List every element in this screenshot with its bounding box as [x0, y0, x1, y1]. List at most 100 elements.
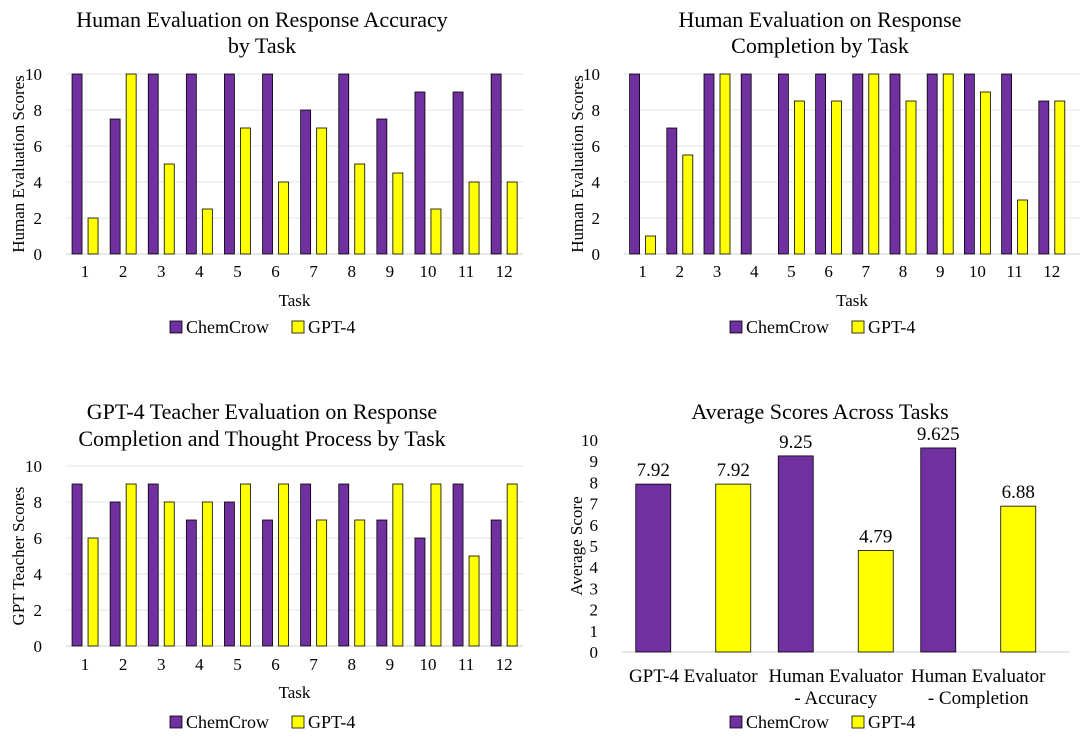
x-tick-label: 8 [899, 262, 908, 281]
y-tick-label: 5 [590, 537, 599, 556]
y-tick-label: 8 [590, 473, 599, 492]
x-tick-label: 9 [386, 262, 395, 281]
x-axis-label: Task [836, 291, 868, 310]
bar-chemcrow [490, 73, 502, 255]
bar-chemcrow [889, 73, 901, 255]
bar-gpt-4 [1000, 505, 1037, 653]
y-tick-label: 10 [25, 65, 42, 84]
bar-gpt-4 [506, 483, 518, 647]
bar-gpt-4 [240, 483, 251, 647]
legend-label: ChemCrow [186, 712, 269, 732]
bar-gpt-4 [868, 73, 880, 255]
x-tick-label: 7 [309, 262, 318, 281]
y-tick-label: 8 [592, 101, 601, 120]
legend-swatch [729, 320, 743, 334]
bar-gpt-4 [87, 537, 99, 647]
bar-gpt-4 [682, 154, 694, 255]
y-tick-label: 0 [590, 643, 599, 662]
y-tick-label: 2 [34, 209, 43, 228]
data-label: 7.92 [637, 460, 670, 481]
x-tick-label: 12 [1043, 262, 1060, 281]
x-tick-label: 1 [81, 655, 90, 674]
y-axis-label: Average Score [567, 496, 586, 595]
bar-gpt-4 [354, 163, 366, 255]
x-tick-label: - Completion [928, 688, 1029, 709]
x-tick-label: 2 [119, 655, 128, 674]
bar-chemcrow [338, 73, 350, 255]
x-tick-label: 8 [348, 262, 357, 281]
bar-gpt-4 [831, 100, 842, 255]
y-tick-label: 7 [590, 495, 599, 514]
bar-gpt-4 [430, 483, 442, 647]
y-tick-label: 3 [590, 579, 599, 598]
bar-chemcrow [452, 91, 464, 255]
x-tick-label: 8 [348, 655, 357, 674]
y-tick-label: 6 [34, 137, 43, 156]
x-tick-label: 9 [936, 262, 945, 281]
y-tick-label: 10 [581, 431, 598, 450]
bar-gpt-4 [125, 483, 137, 647]
chart-title: by Task [228, 33, 296, 58]
x-tick-label: 7 [309, 655, 318, 674]
data-label: 6.88 [1002, 482, 1035, 503]
bar-gpt-4 [392, 483, 404, 647]
y-tick-label: 6 [590, 516, 599, 535]
y-tick-label: 4 [592, 173, 601, 192]
bar-gpt-4 [87, 217, 99, 255]
legend: ChemCrow GPT-4 [169, 317, 355, 337]
bar-chemcrow [852, 73, 864, 255]
x-tick-label: 10 [969, 262, 986, 281]
y-tick-label: 8 [34, 493, 43, 512]
bar-chemcrow [490, 519, 502, 647]
x-tick-label: 4 [195, 262, 204, 281]
y-tick-label: 2 [34, 601, 43, 620]
x-tick-label: 9 [386, 655, 395, 674]
bar-gpt-4 [719, 73, 731, 255]
bar-gpt-4 [942, 73, 954, 255]
x-tick-label: 3 [713, 262, 722, 281]
bar-gpt-4 [794, 100, 805, 255]
bar-chemcrow [185, 519, 197, 647]
y-tick-label: 2 [592, 209, 601, 228]
bar-gpt-4 [278, 483, 289, 647]
x-tick-label: 3 [157, 262, 166, 281]
bar-gpt-4 [468, 555, 480, 647]
x-tick-label: 5 [787, 262, 796, 281]
bar-gpt-4 [468, 181, 480, 255]
chart-title: Average Scores Across Tasks [691, 399, 948, 424]
y-tick-label: 10 [583, 65, 600, 84]
x-tick-label: 12 [496, 655, 513, 674]
x-tick-label: 5 [233, 655, 242, 674]
y-tick-label: 0 [34, 245, 43, 264]
bar-gpt-4 [163, 501, 175, 647]
x-axis-label: Task [279, 291, 311, 310]
y-tick-label: 6 [34, 529, 43, 548]
bar-chemcrow [300, 109, 312, 255]
y-axis-label: GPT Teacher Scores [9, 487, 28, 626]
x-tick-label: - Accuracy [794, 688, 877, 709]
legend-label: GPT-4 [868, 317, 915, 337]
bar-chemcrow [740, 73, 752, 255]
chart-title: Human Evaluation on Response [679, 7, 962, 32]
bar-chemcrow [224, 73, 235, 255]
legend-label: GPT-4 [308, 712, 355, 732]
bar-chemcrow [109, 501, 121, 647]
data-label: 4.79 [859, 526, 892, 547]
legend-swatch [729, 715, 743, 729]
chart-panel-1: Human Evaluation on Response Accuracyby … [9, 7, 523, 337]
bar-gpt-4 [1017, 199, 1028, 255]
bar-gpt-4 [316, 519, 328, 647]
bar-gpt-4 [980, 91, 991, 255]
x-tick-label: 1 [638, 262, 647, 281]
data-label: 7.92 [717, 460, 750, 481]
legend: ChemCrow GPT-4 [729, 712, 915, 732]
x-tick-label: 6 [271, 655, 280, 674]
chart-title: Human Evaluation on Response Accuracy [76, 7, 447, 32]
y-tick-label: 10 [25, 457, 42, 476]
legend-label: GPT-4 [868, 712, 915, 732]
x-tick-label: 4 [750, 262, 759, 281]
bar-chemcrow [964, 73, 975, 255]
legend-label: ChemCrow [746, 317, 829, 337]
y-tick-label: 4 [590, 558, 599, 577]
